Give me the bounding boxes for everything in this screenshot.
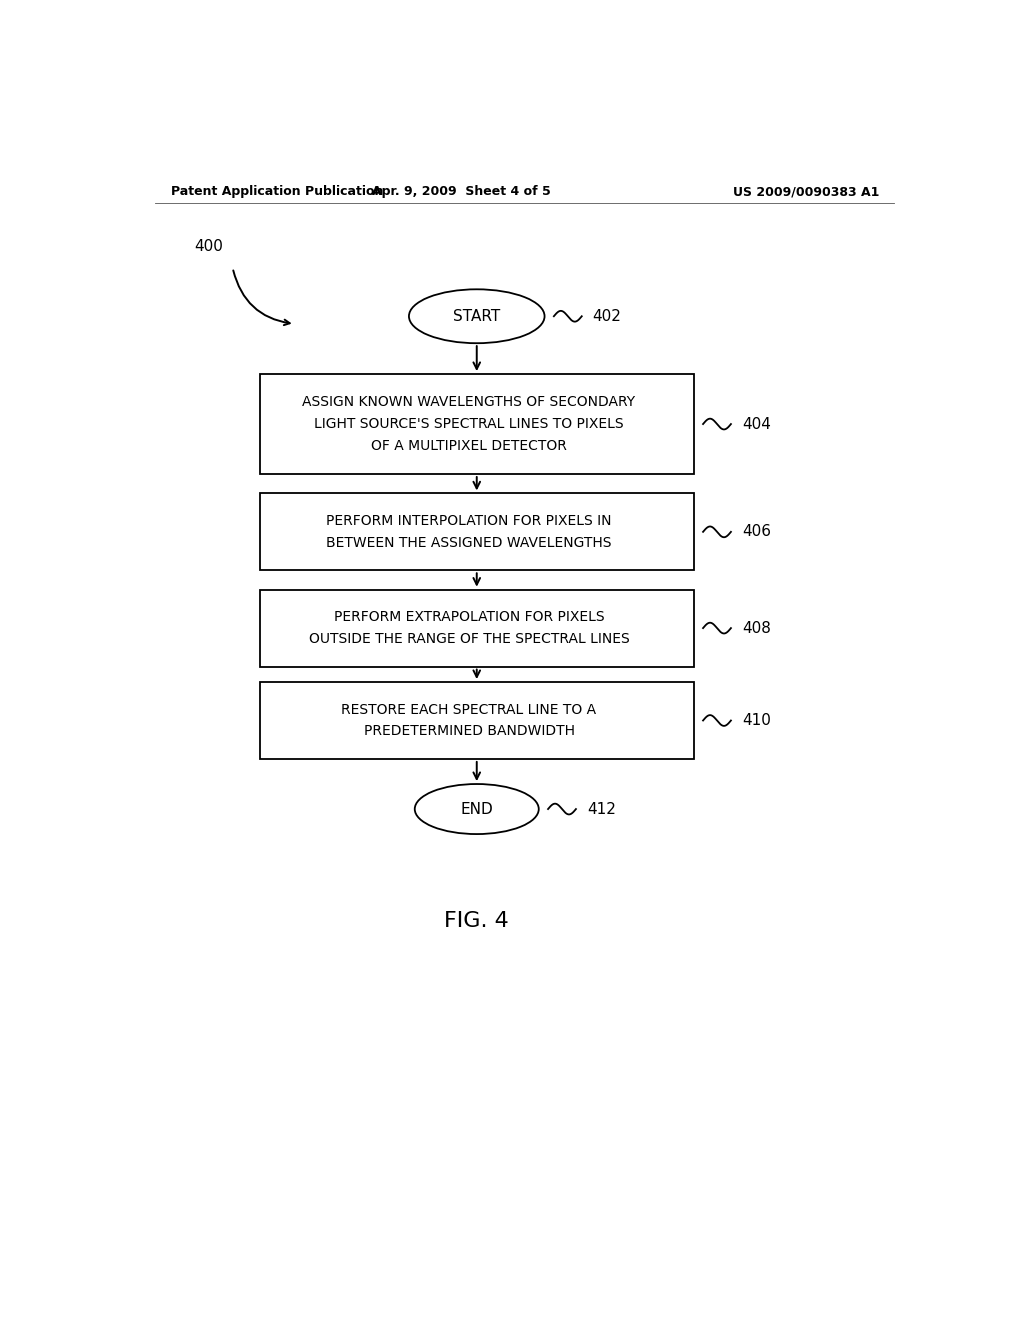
Text: 404: 404 — [741, 417, 771, 432]
Text: OUTSIDE THE RANGE OF THE SPECTRAL LINES: OUTSIDE THE RANGE OF THE SPECTRAL LINES — [308, 632, 630, 645]
Text: PERFORM EXTRAPOLATION FOR PIXELS: PERFORM EXTRAPOLATION FOR PIXELS — [334, 610, 604, 624]
Text: ASSIGN KNOWN WAVELENGTHS OF SECONDARY: ASSIGN KNOWN WAVELENGTHS OF SECONDARY — [302, 396, 636, 409]
Ellipse shape — [415, 784, 539, 834]
Text: 408: 408 — [741, 620, 771, 636]
Text: START: START — [454, 309, 501, 323]
Text: END: END — [461, 801, 494, 817]
FancyBboxPatch shape — [260, 682, 693, 759]
FancyBboxPatch shape — [260, 494, 693, 570]
Text: 402: 402 — [593, 309, 622, 323]
Text: BETWEEN THE ASSIGNED WAVELENGTHS: BETWEEN THE ASSIGNED WAVELENGTHS — [327, 536, 611, 549]
FancyBboxPatch shape — [260, 590, 693, 667]
Ellipse shape — [409, 289, 545, 343]
Text: FIG. 4: FIG. 4 — [444, 911, 509, 931]
Text: 406: 406 — [741, 524, 771, 540]
FancyBboxPatch shape — [260, 374, 693, 474]
Text: PERFORM INTERPOLATION FOR PIXELS IN: PERFORM INTERPOLATION FOR PIXELS IN — [327, 513, 611, 528]
Text: OF A MULTIPIXEL DETECTOR: OF A MULTIPIXEL DETECTOR — [371, 438, 567, 453]
Text: Apr. 9, 2009  Sheet 4 of 5: Apr. 9, 2009 Sheet 4 of 5 — [372, 185, 551, 198]
Text: 412: 412 — [587, 801, 615, 817]
Text: PREDETERMINED BANDWIDTH: PREDETERMINED BANDWIDTH — [364, 725, 574, 738]
Text: LIGHT SOURCE'S SPECTRAL LINES TO PIXELS: LIGHT SOURCE'S SPECTRAL LINES TO PIXELS — [314, 417, 624, 432]
Text: US 2009/0090383 A1: US 2009/0090383 A1 — [733, 185, 880, 198]
Text: Patent Application Publication: Patent Application Publication — [171, 185, 383, 198]
Text: RESTORE EACH SPECTRAL LINE TO A: RESTORE EACH SPECTRAL LINE TO A — [341, 702, 597, 717]
Text: 400: 400 — [194, 239, 223, 255]
Text: 410: 410 — [741, 713, 771, 729]
